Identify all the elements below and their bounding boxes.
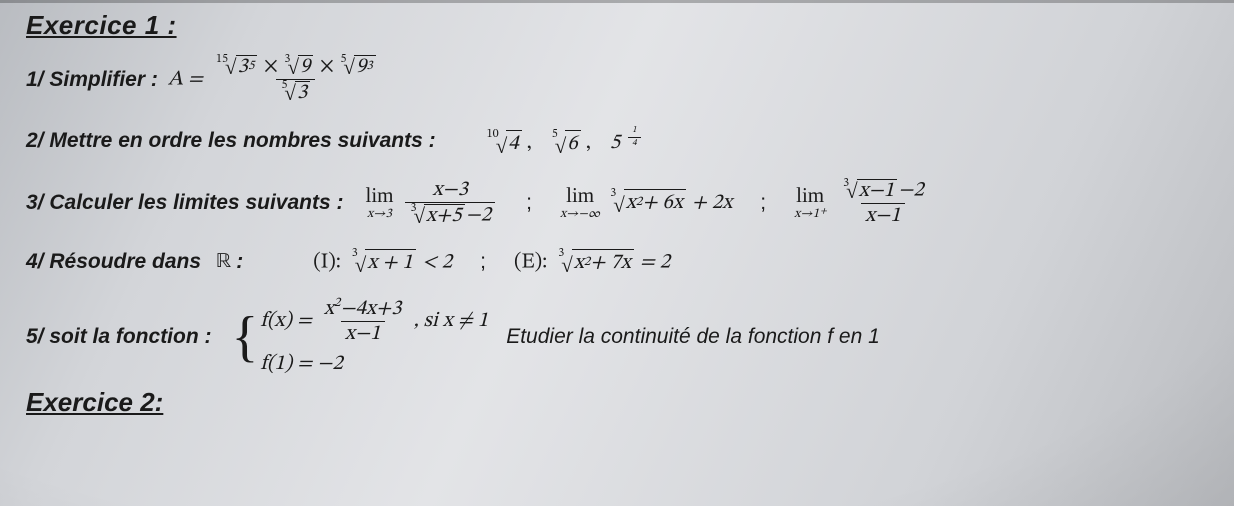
q3-lead: 3/ Calculer les limites suivants : [26, 191, 343, 215]
q5-case1: f(x) = x2−4x+3 x−1 , si x ≠ 1 [260, 298, 488, 345]
q2-lead: 2/ Mettre en ordre les nombres suivants … [26, 129, 436, 153]
q3-lim2: lim x→−∞ 3 √ x2 + 6x + 2x [560, 185, 732, 221]
q1-expression: A = 15 √ 35 × 3 √ 9 × 5 [168, 55, 384, 104]
q4-equation: (E): 3 √ x2 + 7x = 2 [514, 249, 670, 276]
q1-denominator: 5 √ 3 [276, 79, 315, 104]
q5-piecewise: { f(x) = x2−4x+3 x−1 , si x ≠ 1 f(1) = −… [232, 298, 489, 377]
exercise-page: Exercice 1 : 1/ Simplifier : A = 15 √ 35… [0, 0, 1234, 426]
q2-n2: 5 √ 6 [552, 130, 581, 157]
q1-den-root: 5 √ 3 [281, 81, 310, 104]
q3-lim1: lim x→3 x−3 3 √ x+5 −2 [365, 179, 498, 227]
question-1: 1/ Simplifier : A = 15 √ 35 × 3 √ 9 × [26, 55, 1212, 104]
q5-lead: 5/ soit la fonction : [26, 325, 212, 349]
q4-lead: 4/ Résoudre dans [26, 250, 201, 274]
q2-n1: 10 √ 4 [487, 130, 522, 157]
q5-task: Etudier la continuité de la fonction f e… [506, 325, 880, 349]
q5-case2: f(1) = −2 [260, 351, 488, 377]
q4-inequality: (I): 3 √ x + 1 < 2 [313, 249, 452, 276]
question-5: 5/ soit la fonction : { f(x) = x2−4x+3 x… [26, 298, 1212, 377]
q1-numerator: 15 √ 35 × 3 √ 9 × 5 √ 93 [211, 55, 381, 79]
q1-root3: 5 √ 93 [340, 55, 375, 78]
question-3: 3/ Calculer les limites suivants : lim x… [26, 179, 1212, 227]
brace-icon: { [232, 311, 259, 363]
q2-n3: 5 1 4 [610, 132, 644, 153]
question-4: 4/ Résoudre dans ℝ : (I): 3 √ x + 1 < 2 … [26, 249, 1212, 276]
exercise-1-title: Exercice 1 : [26, 10, 1212, 41]
q1-root2: 3 √ 9 [284, 55, 313, 78]
q1-lead: 1/ Simplifier : [26, 68, 158, 92]
q1-root1: 15 √ 35 [216, 55, 257, 78]
q2-numbers: 10 √ 4 , 5 √ 6 , 5 1 4 [486, 126, 644, 157]
q1-fraction: 15 √ 35 × 3 √ 9 × 5 √ 93 [211, 55, 381, 104]
q1-A: A = [168, 69, 203, 90]
exercise-2-title: Exercice 2: [26, 387, 1212, 418]
real-set: ℝ [216, 251, 231, 272]
question-2: 2/ Mettre en ordre les nombres suivants … [26, 126, 1212, 157]
q3-lim3: lim x→1⁺ 3 √ x−1 −2 x−1 [794, 179, 931, 227]
